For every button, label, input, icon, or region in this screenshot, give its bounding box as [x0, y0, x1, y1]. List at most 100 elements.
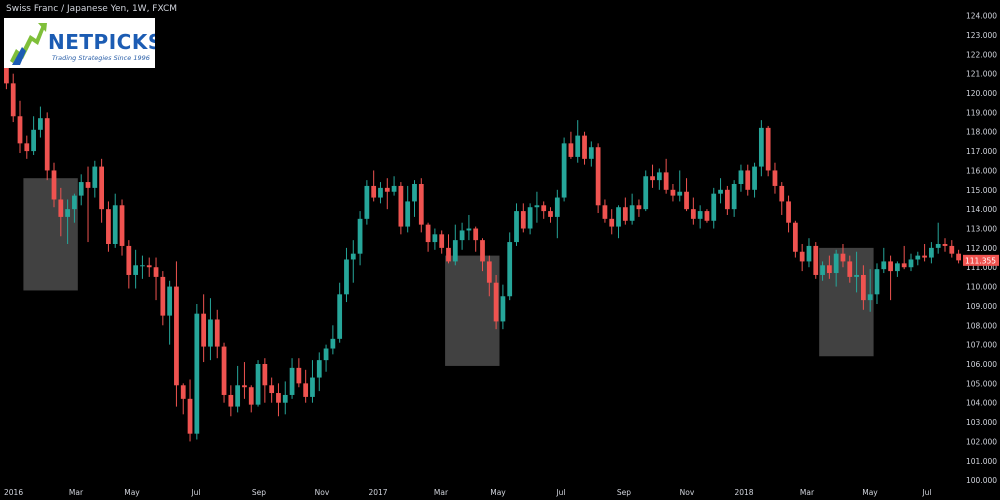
y-tick-label: 106.000 — [966, 360, 997, 369]
candle-body — [214, 319, 220, 347]
y-tick-label: 101.000 — [966, 457, 997, 466]
candle — [847, 255, 853, 283]
y-tick-label: 109.000 — [966, 302, 997, 311]
y-tick-label: 124.000 — [966, 12, 997, 21]
candle — [745, 164, 751, 196]
highlight-box-1 — [23, 178, 78, 291]
y-tick-label: 110.000 — [966, 283, 997, 292]
candle-body — [17, 116, 23, 144]
y-tick-label: 117.000 — [966, 147, 997, 156]
candle — [854, 251, 859, 293]
candle — [507, 232, 513, 301]
candle-body — [405, 201, 411, 227]
candle-body — [697, 211, 703, 219]
y-tick-label: 123.000 — [966, 31, 997, 40]
y-tick-label: 112.000 — [966, 244, 997, 253]
candle — [826, 255, 832, 279]
candle — [174, 261, 179, 407]
candle — [384, 178, 390, 210]
y-tick-label: 104.000 — [966, 399, 997, 408]
candle — [17, 100, 23, 154]
candle-body — [24, 143, 30, 152]
candle-body — [371, 185, 377, 198]
y-tick-label: 113.000 — [966, 225, 997, 234]
x-tick-label: May — [124, 488, 140, 497]
y-tick-label: 111.000 — [966, 263, 997, 272]
candle — [133, 249, 139, 289]
candle — [425, 222, 431, 252]
candle — [296, 358, 302, 388]
candle-body — [711, 193, 717, 221]
x-tick-label: 2018 — [734, 488, 753, 497]
candle — [514, 203, 519, 246]
candle — [568, 131, 574, 159]
candle — [99, 158, 105, 223]
candle-body — [459, 230, 465, 241]
candle — [391, 176, 397, 196]
candle-body — [881, 261, 887, 270]
candle-body — [180, 385, 186, 399]
candle-body — [622, 207, 628, 221]
candle-body — [915, 255, 921, 260]
candle-body — [942, 244, 948, 246]
candle-body — [731, 184, 737, 210]
candle — [330, 325, 336, 355]
candle-body — [174, 286, 179, 386]
candle — [622, 197, 628, 225]
candle-body — [446, 247, 451, 262]
candle — [44, 112, 50, 181]
candle — [561, 137, 567, 202]
candle — [58, 187, 64, 237]
candle — [929, 242, 934, 264]
candle — [677, 170, 683, 202]
candle — [337, 282, 343, 343]
candle-body — [520, 211, 526, 229]
candle-body — [588, 147, 594, 159]
candle — [541, 201, 547, 219]
candle-body — [792, 222, 798, 252]
y-tick-label: 107.000 — [966, 341, 997, 350]
candle — [711, 187, 717, 229]
netpicks-logo: NETPICKS Trading Strategies Since 1996 — [4, 18, 155, 68]
candle-body — [629, 205, 635, 221]
x-tick-label: Mar — [434, 488, 449, 497]
candle — [792, 220, 798, 258]
candle — [602, 199, 608, 223]
candle — [146, 257, 152, 277]
last-price-label: 111.355 — [965, 256, 996, 265]
y-tick-label: 102.000 — [966, 437, 997, 446]
candle-body — [704, 211, 710, 221]
candle-body — [99, 166, 105, 210]
candle-body — [31, 129, 36, 152]
price-axis[interactable]: 100.000 101.000 102.000 103.000 104.000 105.0… — [966, 12, 997, 486]
candle — [758, 120, 764, 177]
candle — [520, 203, 526, 233]
candle — [214, 309, 220, 359]
candle — [228, 385, 234, 417]
candle-body — [684, 191, 689, 210]
logo-wordmark: NETPICKS — [48, 30, 155, 54]
candle — [418, 178, 424, 233]
time-axis[interactable]: 2016 Mar May Jul Sep Nov 2017 Mar May Jul Sep Nov 20… — [4, 488, 932, 497]
candle — [269, 377, 275, 403]
candle — [452, 224, 458, 266]
candle — [480, 238, 485, 272]
candle-body — [745, 170, 751, 190]
candle — [262, 358, 268, 403]
candle — [276, 383, 281, 417]
candle-body — [384, 187, 390, 192]
candle — [779, 182, 785, 215]
candle-body — [929, 247, 934, 258]
candle-body — [527, 207, 533, 229]
candle-body — [922, 255, 927, 258]
candle-body — [854, 274, 859, 277]
candle — [31, 116, 36, 155]
candle-body — [194, 313, 200, 434]
candle-body — [895, 263, 900, 272]
candle — [895, 261, 900, 277]
candle-body — [758, 127, 764, 167]
candle-body — [51, 170, 57, 200]
candle — [765, 125, 771, 177]
y-tick-label: 100.000 — [966, 476, 997, 485]
